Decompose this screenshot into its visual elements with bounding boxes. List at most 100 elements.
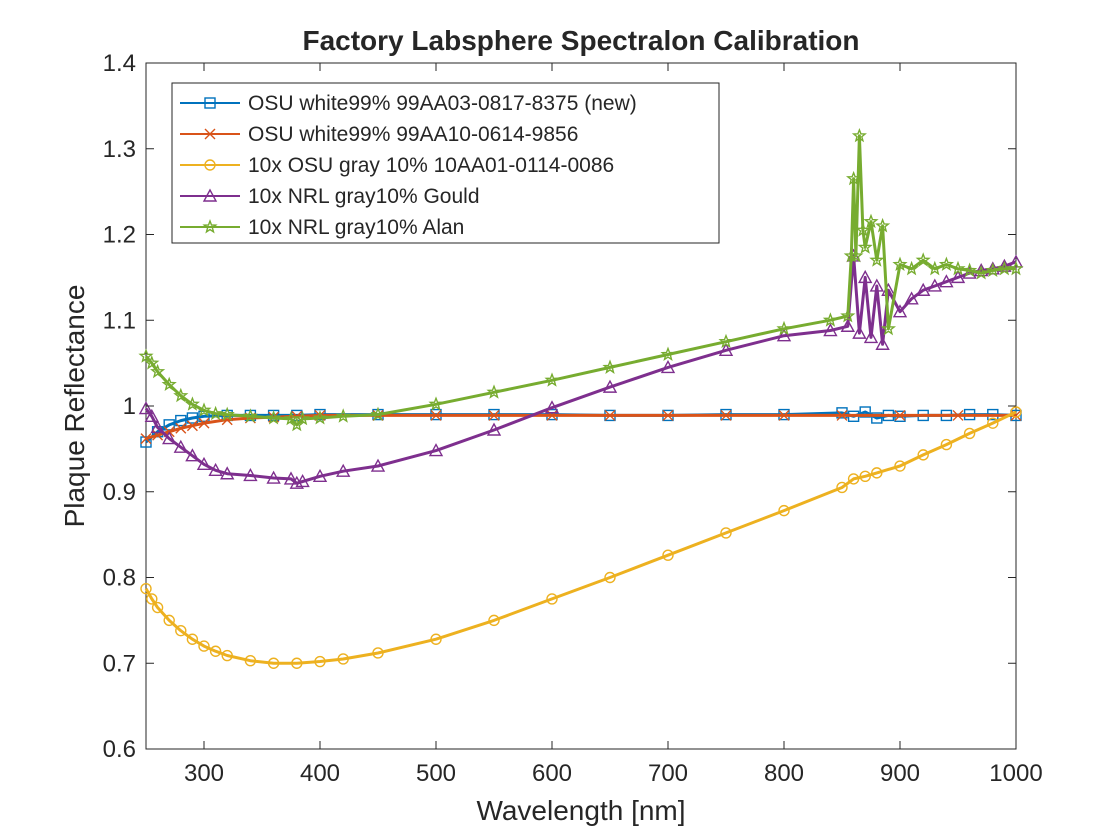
x-tick-label: 300 bbox=[184, 760, 224, 787]
data-point bbox=[140, 433, 152, 445]
data-point bbox=[146, 593, 158, 605]
data-point bbox=[544, 400, 560, 414]
data-point bbox=[198, 640, 210, 652]
legend-label: OSU white99% 99AA03-0817-8375 (new) bbox=[248, 92, 637, 115]
data-point bbox=[294, 410, 311, 426]
y-tick-label: 1.1 bbox=[103, 307, 136, 334]
data-point bbox=[149, 363, 166, 379]
data-point bbox=[209, 645, 222, 657]
data-point bbox=[892, 256, 908, 272]
data-point bbox=[852, 325, 867, 339]
data-point bbox=[430, 633, 442, 645]
data-point bbox=[1010, 406, 1022, 418]
data-point bbox=[208, 462, 223, 477]
data-point bbox=[776, 320, 792, 336]
series-line bbox=[144, 254, 1017, 485]
data-point bbox=[163, 419, 175, 431]
legend-entry: 10x NRL gray10% Gould bbox=[180, 185, 480, 208]
data-point bbox=[196, 456, 212, 471]
data-point bbox=[221, 649, 233, 662]
x-tick-label: 800 bbox=[764, 760, 804, 787]
legend-marker bbox=[204, 97, 216, 109]
data-point bbox=[184, 396, 200, 411]
y-tick-label: 0.8 bbox=[103, 565, 136, 592]
data-point bbox=[283, 410, 299, 426]
y-tick-label: 0.7 bbox=[103, 650, 136, 677]
data-point bbox=[836, 409, 848, 421]
x-tick-label: 1000 bbox=[989, 760, 1042, 787]
data-point bbox=[859, 470, 871, 483]
data-point bbox=[266, 470, 281, 484]
data-point bbox=[488, 614, 500, 627]
data-point bbox=[950, 260, 966, 276]
data-point bbox=[927, 278, 942, 292]
data-point bbox=[823, 323, 838, 337]
data-point bbox=[916, 282, 931, 296]
x-tick-label: 700 bbox=[648, 760, 688, 787]
data-point bbox=[869, 252, 885, 267]
data-point bbox=[428, 396, 444, 411]
data-point bbox=[312, 410, 328, 425]
data-point bbox=[186, 420, 198, 432]
data-point bbox=[186, 633, 199, 645]
data-point bbox=[291, 657, 303, 669]
data-point bbox=[283, 471, 299, 485]
data-point bbox=[604, 571, 616, 584]
y-tick-label: 0.9 bbox=[103, 479, 136, 506]
data-point bbox=[938, 256, 955, 272]
data-point bbox=[138, 348, 154, 363]
data-point bbox=[892, 304, 908, 318]
series-5 bbox=[138, 127, 1024, 432]
legend-label: OSU white99% 99AA10-0614-9856 bbox=[248, 123, 578, 146]
data-point bbox=[840, 318, 855, 332]
data-point bbox=[198, 417, 210, 429]
legend-entry: 10x NRL gray10% Alan bbox=[180, 216, 464, 239]
data-point bbox=[836, 407, 848, 419]
data-point bbox=[871, 467, 883, 479]
series-line bbox=[144, 410, 1017, 665]
data-point bbox=[175, 414, 187, 427]
legend-box bbox=[171, 82, 720, 244]
data-point bbox=[894, 460, 906, 472]
y-axis-label: Plaque Reflectance bbox=[59, 285, 90, 528]
data-point bbox=[173, 439, 188, 453]
data-point bbox=[173, 387, 189, 403]
data-point bbox=[370, 406, 386, 422]
data-point bbox=[720, 527, 732, 539]
data-point bbox=[985, 262, 1001, 278]
y-tick-label: 0.6 bbox=[103, 736, 136, 763]
data-point bbox=[144, 355, 160, 370]
data-point bbox=[144, 408, 159, 422]
data-point bbox=[265, 410, 282, 425]
series-3 bbox=[140, 406, 1022, 669]
legend-label: 10x NRL gray10% Gould bbox=[248, 185, 480, 208]
legend-entry: 10x OSU gray 10% 10AA01-0114-0086 bbox=[180, 154, 614, 177]
data-point bbox=[1008, 254, 1024, 268]
data-point bbox=[662, 549, 674, 561]
data-point bbox=[267, 657, 280, 669]
data-point bbox=[372, 647, 384, 659]
data-point bbox=[874, 217, 891, 233]
data-point bbox=[863, 329, 879, 344]
x-tick-label: 400 bbox=[300, 760, 340, 787]
data-point bbox=[244, 654, 257, 667]
data-point bbox=[140, 436, 152, 448]
legend-label: 10x OSU gray 10% 10AA01-0114-0086 bbox=[248, 154, 614, 177]
data-point bbox=[219, 406, 235, 422]
x-axis-label: Wavelength [nm] bbox=[476, 795, 685, 826]
chart-title: Factory Labsphere Spectralon Calibration bbox=[302, 25, 859, 56]
data-point bbox=[546, 593, 558, 605]
data-point bbox=[963, 427, 976, 440]
data-point bbox=[295, 473, 310, 488]
y-tick-label: 1.3 bbox=[103, 136, 136, 163]
data-point bbox=[987, 417, 999, 429]
y-tick-label: 1.4 bbox=[103, 50, 136, 77]
data-point bbox=[845, 170, 862, 186]
data-point bbox=[544, 372, 560, 387]
data-point bbox=[836, 481, 848, 494]
data-point bbox=[718, 342, 734, 356]
data-point bbox=[486, 384, 502, 399]
data-point bbox=[927, 260, 943, 276]
